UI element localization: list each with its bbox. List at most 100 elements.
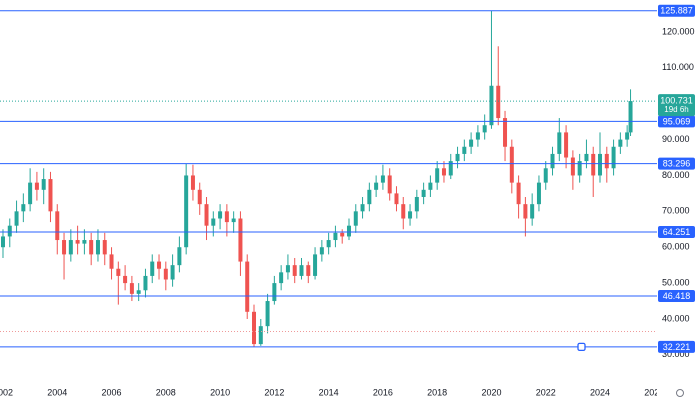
settings-icon[interactable] [676,389,684,397]
x-tick-label: 2004 [47,387,67,397]
level-label-box [658,157,695,170]
y-tick-label: 80.000 [662,170,690,180]
candle-body [116,268,121,276]
candle-body [224,211,229,223]
candle-body [190,175,195,190]
y-tick-label: 50.000 [662,277,690,287]
x-tick-label: 2002 [0,387,13,397]
y-tick-label: 110.000 [662,62,694,72]
candle-body [401,204,406,219]
candle-body [157,261,162,269]
x-tick-label: 2016 [373,387,393,397]
candle-body [150,261,155,276]
candle-body [577,161,582,176]
level-label-box [658,289,695,302]
candle-body [245,261,250,312]
candle-body [591,153,596,176]
x-tick-label: 2026 [644,387,664,397]
candle-body [598,153,603,176]
candle-body [489,85,494,126]
level-label: 125.887 [660,6,693,16]
candle-body [41,179,46,190]
candle-body [204,204,209,226]
candle-body [265,301,270,327]
level-label: 32.221 [663,342,691,352]
candle-body [570,157,575,176]
x-tick-label: 2012 [264,387,284,397]
price-axis [657,0,696,400]
y-tick-label: 90.000 [662,134,690,144]
x-tick-label: 2020 [481,387,501,397]
candle-body [523,204,528,219]
candle-body [177,247,182,266]
level-label-box [658,4,695,17]
candle-body [550,153,555,169]
x-tick-label: 2018 [427,387,447,397]
candle-body [543,168,548,183]
candle-body [28,182,33,205]
candle-body [625,132,630,140]
candle-body [75,240,80,244]
candle-body [340,232,345,237]
candle-body [408,211,413,219]
candle-body [82,240,87,244]
y-tick-label: 40.000 [662,313,690,323]
candle-body [109,254,114,269]
level-label: 95.069 [663,116,691,126]
x-tick-label: 2006 [102,387,122,397]
x-tick-label: 2024 [590,387,610,397]
y-tick-label: 30.000 [662,349,690,359]
candle-body [252,311,257,345]
candle-body [306,265,311,276]
candle-body [218,211,223,219]
candle-body [482,125,487,133]
candle-body [0,236,5,248]
candle-body [231,218,236,223]
candle-body [469,139,474,147]
level-label: 64.251 [663,227,691,237]
candle-body [184,175,189,248]
candle-body [129,283,134,294]
candle-body [428,182,433,190]
x-tick-label: 2008 [156,387,176,397]
candle-body [604,153,609,169]
candle-body [628,101,633,133]
level-label: 83.296 [663,159,691,169]
candle-body [272,283,277,302]
candle-body [367,189,372,205]
candle-body [136,290,141,294]
level-handle[interactable] [577,342,586,352]
candle-body [14,211,19,226]
x-tick-label: 2014 [319,387,339,397]
candle-body [279,272,284,284]
last-price-label: 100.731 [660,95,693,105]
candle-body [394,193,399,205]
candle-body [380,175,385,183]
candle-body [197,189,202,205]
candle-body [536,182,541,205]
candle-body [530,204,535,219]
candle-body [163,268,168,280]
candle-body [503,118,508,147]
countdown-label: 19d 6h [664,105,688,114]
candle-body [564,132,569,158]
candle-body [448,161,453,176]
candle-body [387,175,392,194]
candle-body [353,211,358,226]
candle-body [313,254,318,276]
candle-body [258,326,263,345]
candle-body [333,232,338,241]
candle-body [211,218,216,226]
y-tick-label: 120.000 [662,26,695,36]
last-price-box [658,94,695,117]
candle-body [509,146,514,183]
candle-body [455,153,460,162]
x-tick-label: 2010 [210,387,230,397]
candle-body [441,168,446,176]
candle-body [319,247,324,255]
candle-body [89,240,94,255]
level-label-box [658,225,695,238]
candle-body [62,240,67,255]
candle-body [374,182,379,190]
